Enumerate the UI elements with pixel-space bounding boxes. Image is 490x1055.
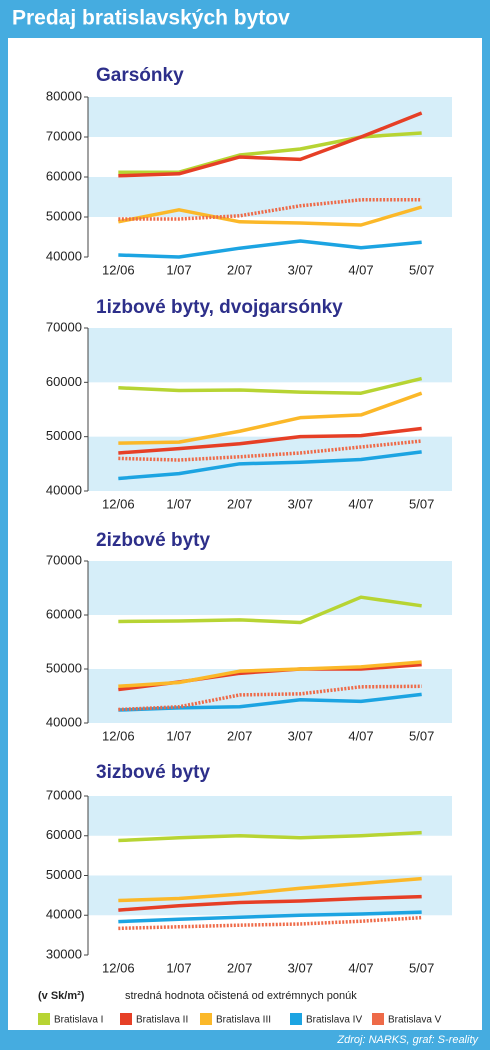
series-line	[118, 894, 422, 912]
x-tick-label: 5/07	[409, 262, 434, 277]
y-tick-label: 50000	[46, 660, 82, 675]
y-tick-label: 70000	[46, 787, 82, 802]
band	[88, 796, 452, 836]
series-line	[118, 910, 422, 924]
series-line	[118, 239, 422, 259]
y-tick-label: 40000	[46, 248, 82, 263]
series-line	[118, 131, 422, 174]
legend-label: Bratislava V	[388, 1015, 442, 1026]
chart-title: 1izbové byty, dvojgarsónky	[96, 297, 343, 318]
chart-title: 2izbové byty	[96, 530, 210, 551]
x-tick-label: 2/07	[227, 960, 252, 975]
series-line	[118, 391, 423, 445]
legend-swatch	[120, 1013, 132, 1025]
series-line	[117, 205, 423, 227]
x-tick-label: 12/06	[102, 728, 135, 743]
x-tick-label: 1/07	[166, 262, 191, 277]
series-line	[118, 111, 423, 178]
y-tick-label: 30000	[46, 946, 82, 961]
band	[88, 561, 452, 615]
series-line	[118, 684, 422, 712]
footnote: stredná hodnota očistená od extrémnych p…	[125, 990, 357, 1002]
series-line	[118, 915, 422, 931]
y-tick-label: 50000	[46, 208, 82, 223]
y-tick-label: 40000	[46, 482, 82, 497]
band	[88, 328, 452, 383]
x-tick-label: 4/07	[348, 960, 373, 975]
legend-swatch	[200, 1013, 212, 1025]
series-line	[118, 426, 422, 455]
x-tick-label: 1/07	[166, 728, 191, 743]
y-tick-label: 60000	[46, 374, 82, 389]
legend-swatch	[372, 1013, 384, 1025]
y-tick-label: 40000	[46, 714, 82, 729]
unit-label: (v Sk/m²)	[38, 990, 85, 1002]
x-tick-label: 4/07	[348, 262, 373, 277]
x-tick-label: 4/07	[348, 728, 373, 743]
x-tick-label: 4/07	[348, 496, 373, 511]
x-tick-label: 12/06	[102, 960, 135, 975]
x-tick-label: 12/06	[102, 262, 135, 277]
series-line	[118, 376, 423, 395]
x-tick-label: 12/06	[102, 496, 135, 511]
x-tick-label: 1/07	[166, 496, 191, 511]
legend-label: Bratislava III	[216, 1015, 271, 1026]
y-tick-label: 60000	[46, 168, 82, 183]
series-line	[118, 450, 422, 481]
x-tick-label: 2/07	[227, 262, 252, 277]
y-tick-label: 70000	[46, 128, 82, 143]
x-tick-label: 3/07	[288, 728, 313, 743]
page-title: Predaj bratislavských bytov	[12, 7, 290, 30]
y-tick-label: 40000	[46, 907, 82, 922]
legend-label: Bratislava I	[54, 1015, 103, 1026]
chart-title: Garsónky	[96, 65, 184, 86]
y-tick-label: 70000	[46, 552, 82, 567]
series-line	[118, 439, 422, 462]
x-tick-label: 3/07	[288, 960, 313, 975]
x-tick-label: 2/07	[227, 496, 252, 511]
x-tick-label: 3/07	[288, 496, 313, 511]
x-tick-label: 2/07	[227, 728, 252, 743]
y-tick-label: 70000	[46, 319, 82, 334]
chart-title: 3izbové byty	[96, 762, 210, 783]
legend-swatch	[38, 1013, 50, 1025]
legend-swatch	[290, 1013, 302, 1025]
band	[88, 669, 452, 723]
y-tick-label: 50000	[46, 867, 82, 882]
x-tick-label: 5/07	[409, 960, 434, 975]
legend-label: Bratislava IV	[306, 1015, 362, 1026]
x-tick-label: 1/07	[166, 960, 191, 975]
series-line	[118, 660, 422, 689]
y-tick-label: 60000	[46, 827, 82, 842]
series-line	[118, 595, 422, 625]
band	[88, 97, 452, 137]
y-tick-label: 80000	[46, 88, 82, 103]
series-line	[118, 876, 422, 903]
y-tick-label: 50000	[46, 428, 82, 443]
source: Zdroj: NARKS, graf: S-reality	[336, 1034, 479, 1046]
y-tick-label: 60000	[46, 606, 82, 621]
series-line	[118, 830, 422, 843]
x-tick-label: 5/07	[409, 728, 434, 743]
series-line	[118, 198, 422, 221]
x-tick-label: 3/07	[288, 262, 313, 277]
x-tick-label: 5/07	[409, 496, 434, 511]
legend-label: Bratislava II	[136, 1015, 188, 1026]
